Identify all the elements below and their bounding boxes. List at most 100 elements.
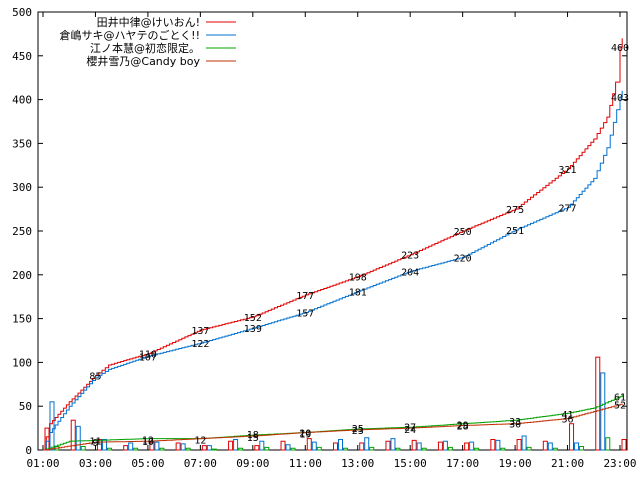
bar — [133, 447, 139, 451]
data-label: 23 — [352, 426, 364, 437]
plot-frame — [37, 11, 628, 451]
data-label: 137 — [191, 326, 209, 337]
series-line — [43, 90, 623, 451]
bar — [280, 440, 286, 451]
bar — [44, 427, 50, 451]
bar — [464, 442, 470, 451]
legend: 田井中律@けいおん!倉嶋サキ@ハヤテのごとく!!江ノ本慧@初恋限定。櫻井雪乃@C… — [60, 15, 236, 68]
bar — [437, 441, 443, 451]
bar — [211, 448, 217, 451]
bar — [123, 445, 129, 451]
bar — [259, 440, 265, 451]
y-tick-label: 100 — [12, 356, 32, 369]
data-label: 19 — [299, 429, 311, 440]
bar — [159, 447, 165, 451]
bar — [369, 446, 375, 451]
y-tick-label: 500 — [12, 6, 32, 19]
data-label: 29 — [457, 421, 469, 432]
bar — [175, 442, 181, 451]
bar — [264, 446, 270, 451]
data-label: 275 — [506, 205, 524, 216]
bar — [390, 438, 396, 451]
bar — [526, 446, 532, 451]
y-tick-label: 150 — [12, 313, 32, 326]
bar — [495, 439, 501, 451]
bar — [206, 445, 212, 451]
bar — [311, 441, 317, 451]
bar — [343, 447, 348, 451]
x-tick-label: 11:00 — [289, 457, 322, 470]
data-label: 277 — [559, 203, 577, 214]
data-label: 20 — [299, 428, 311, 439]
data-label: 250 — [454, 227, 472, 238]
data-label: 30 — [509, 420, 521, 431]
bar — [411, 439, 417, 451]
data-label: 157 — [296, 308, 314, 319]
data-label: 36 — [562, 414, 574, 425]
x-tick-label: 19:00 — [499, 457, 532, 470]
x-tick-label: 03:00 — [79, 457, 112, 470]
chart-axes: 0 50 100 150 200 250 300 350 400 450 500 01:00 03:00… — [12, 6, 636, 470]
bar — [70, 419, 76, 451]
data-labels: 85 110 137 152 177 198 223 250 275 321 460 107 122 13… — [89, 43, 629, 449]
data-label: 110 — [139, 350, 157, 361]
legend-label: 田井中律@けいおん! — [97, 15, 200, 29]
data-label: 460 — [611, 43, 629, 54]
x-tick-label: 15:00 — [394, 457, 427, 470]
bar — [285, 444, 291, 451]
bar — [542, 440, 548, 451]
legend-label: 倉嶋サキ@ハヤテのごとく!! — [60, 28, 201, 42]
bar — [516, 438, 522, 451]
bar — [421, 447, 427, 451]
x-tick-label: 09:00 — [236, 457, 269, 470]
data-label: 181 — [349, 287, 367, 298]
data-label: 198 — [349, 273, 367, 284]
bar — [547, 442, 553, 451]
bar — [254, 445, 260, 451]
bar — [96, 438, 102, 451]
bar — [333, 442, 338, 451]
bar — [80, 445, 86, 451]
cumulative-lines — [43, 38, 623, 451]
bar — [600, 372, 606, 451]
x-tick-label: 13:00 — [341, 457, 374, 470]
data-label: 27 — [404, 422, 416, 433]
data-label: 139 — [244, 324, 262, 335]
bar — [233, 438, 239, 451]
bar — [228, 440, 234, 451]
bar — [306, 438, 312, 451]
bar — [128, 442, 134, 451]
bar — [338, 438, 343, 451]
data-label: 12 — [142, 435, 154, 446]
data-label: 18 — [247, 430, 259, 441]
y-tick-label: 450 — [12, 50, 32, 63]
y-tick-label: 250 — [12, 225, 32, 238]
bar — [385, 440, 391, 451]
legend-label: 江ノ本慧@初恋限定。 — [90, 41, 200, 55]
y-tick-label: 300 — [12, 181, 32, 194]
bar — [316, 446, 322, 451]
data-label: 107 — [139, 352, 157, 363]
data-label: 33 — [509, 417, 521, 428]
series-line — [43, 403, 623, 451]
bar — [595, 356, 601, 451]
bar — [416, 442, 422, 451]
x-tick-label: 07:00 — [184, 457, 217, 470]
data-label: 220 — [454, 253, 472, 264]
bar — [185, 447, 191, 451]
bar — [574, 442, 580, 451]
bar — [469, 441, 475, 451]
hourly-bars — [44, 356, 627, 451]
data-label: 403 — [611, 93, 629, 104]
data-label: 10 — [142, 437, 154, 448]
bar — [490, 438, 496, 451]
data-label: 223 — [401, 251, 419, 262]
y-tick-label: 400 — [12, 94, 32, 107]
data-label: 85 — [89, 372, 101, 383]
data-label: 61 — [614, 393, 626, 404]
bar — [442, 440, 448, 451]
bar — [447, 446, 453, 451]
data-label: 152 — [244, 313, 262, 324]
bar — [238, 447, 244, 451]
bar — [359, 442, 365, 451]
